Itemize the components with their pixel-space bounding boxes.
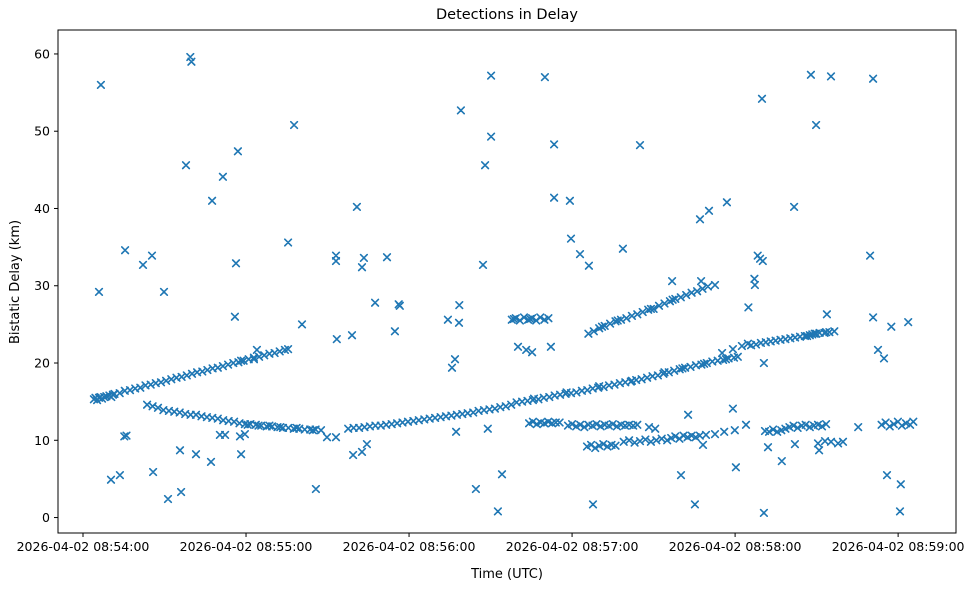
y-tick-label: 50 — [34, 124, 50, 139]
y-tick-label: 40 — [34, 201, 50, 216]
plot-area-border — [57, 29, 957, 534]
y-axis: 0 10 20 30 40 50 60 — [34, 46, 58, 525]
x-tick-label: 2026-04-02 08:54:00 — [17, 539, 150, 554]
y-tick-label: 20 — [34, 356, 50, 371]
scatter-points — [89, 52, 918, 517]
x-tick-label: 2026-04-02 08:56:00 — [343, 539, 476, 554]
y-tick-label: 0 — [42, 510, 50, 525]
chart-title: Detections in Delay — [436, 7, 578, 23]
y-axis-label: Bistatic Delay (km) — [8, 220, 23, 344]
x-tick-label: 2026-04-02 08:59:00 — [832, 539, 965, 554]
y-tick-label: 10 — [34, 433, 50, 448]
y-tick-label: 60 — [34, 46, 50, 61]
x-tick-label: 2026-04-02 08:58:00 — [669, 539, 802, 554]
x-tick-label: 2026-04-02 08:55:00 — [180, 539, 313, 554]
y-tick-label: 30 — [34, 278, 50, 293]
x-tick-label: 2026-04-02 08:57:00 — [506, 539, 639, 554]
detection-markers — [89, 52, 918, 517]
x-axis-label: Time (UTC) — [470, 567, 543, 582]
x-axis: 2026-04-02 08:54:00 2026-04-02 08:55:00 20… — [17, 533, 965, 554]
